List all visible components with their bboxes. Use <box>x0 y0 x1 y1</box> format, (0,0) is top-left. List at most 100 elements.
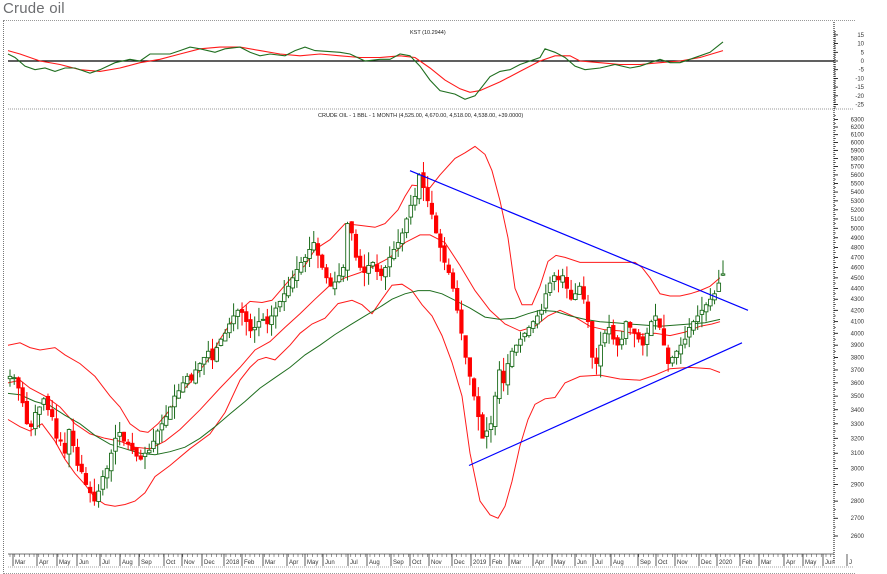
candle-up <box>155 430 160 445</box>
price-tick-label: 4000 <box>851 331 865 337</box>
month-label: Nov <box>184 560 195 566</box>
month-label: Dec <box>204 560 215 566</box>
candlesticks <box>7 162 726 508</box>
candle-down <box>564 277 569 289</box>
kst-tick-label: 0 <box>861 59 865 65</box>
candle-up <box>311 242 317 251</box>
price-tick-label: 3500 <box>851 394 865 400</box>
trendlines <box>409 170 749 467</box>
candle-up <box>197 363 203 371</box>
candle-up <box>168 406 173 420</box>
candle-up <box>260 318 266 321</box>
candle-down <box>374 264 380 272</box>
candle-up <box>416 174 422 200</box>
candle-up <box>100 476 106 490</box>
kst-title: KST (10.2944) <box>410 30 446 36</box>
month-label: Dec <box>454 560 465 566</box>
candle-up <box>488 423 494 431</box>
candle-down <box>353 233 359 258</box>
month-label: Jul <box>595 560 603 566</box>
candle-down <box>476 396 481 418</box>
candle-down <box>58 439 63 442</box>
candle-down <box>467 357 472 377</box>
candle-up <box>395 242 401 249</box>
month-label: Feb <box>492 560 503 566</box>
price-tick-label: 4600 <box>851 266 865 272</box>
candle-up <box>387 256 392 268</box>
candle-down <box>434 215 439 234</box>
candle-down <box>349 221 354 234</box>
kst-tick-label: -20 <box>855 94 864 100</box>
month-label: May <box>59 560 70 566</box>
candle-down <box>666 347 671 364</box>
candle-up <box>509 350 515 367</box>
price-tick-label: 5800 <box>851 156 865 162</box>
candle-up <box>341 267 346 277</box>
month-label: May <box>554 560 565 566</box>
candle-down <box>594 357 599 364</box>
month-label: Aug <box>613 560 624 566</box>
candle-up <box>151 440 156 449</box>
candle-down <box>446 264 451 273</box>
candle-up <box>703 304 709 313</box>
candle-up <box>206 350 211 359</box>
candle-up <box>674 350 679 359</box>
candle-down <box>244 311 249 322</box>
price-y-axis: 6300620061006000590058005700560055005400… <box>834 115 865 540</box>
price-tick-label: 4300 <box>851 297 865 303</box>
candle-down <box>24 400 29 425</box>
price-tick-label: 4800 <box>851 245 865 251</box>
candle-down <box>501 370 506 384</box>
candle-down <box>79 463 84 473</box>
candle-up <box>551 275 557 282</box>
candle-down <box>248 319 253 332</box>
candle-up <box>180 382 186 393</box>
candle-up <box>286 285 291 297</box>
candle-up <box>412 195 418 206</box>
month-label: Nov <box>677 560 688 566</box>
month-label: Jul <box>102 560 110 566</box>
candle-down <box>92 491 97 502</box>
month-label: 2020 <box>719 560 733 566</box>
candle-up <box>514 344 519 353</box>
candle-down <box>640 336 645 346</box>
month-label: Oct <box>412 560 422 566</box>
candle-up <box>172 395 177 408</box>
price-tick-label: 2900 <box>851 483 865 489</box>
candle-up <box>231 315 236 325</box>
month-label: Sep <box>640 560 651 566</box>
candle-up <box>109 452 114 472</box>
price-tick-label: 4200 <box>851 308 865 314</box>
price-panel: CRUDE OIL - 1 BBL - 1 MONTH (4,525.00, 4… <box>7 113 865 540</box>
candle-up <box>530 321 536 329</box>
candle-up <box>577 285 582 295</box>
candle-up <box>391 248 397 260</box>
candle-up <box>649 321 654 337</box>
candle-down <box>636 332 641 340</box>
candle-up <box>505 363 511 386</box>
candle-up <box>408 204 414 218</box>
candle-down <box>130 442 135 451</box>
month-label: Jun <box>79 560 89 566</box>
candle-up <box>303 256 308 262</box>
candle-down <box>459 309 464 334</box>
candle-up <box>492 395 498 427</box>
price-tick-label: 4700 <box>851 255 865 261</box>
month-label: Mar <box>265 560 275 566</box>
candle-down <box>657 318 662 328</box>
month-label: Sep <box>141 560 152 566</box>
month-label: Jun <box>325 560 335 566</box>
candle-up <box>484 430 489 437</box>
candle-up <box>142 452 148 458</box>
candle-up <box>543 293 549 309</box>
candle-down <box>83 473 89 485</box>
price-tick-label: 2600 <box>851 534 865 540</box>
candle-up <box>526 326 532 337</box>
candle-down <box>628 322 633 328</box>
candle-up <box>623 321 629 339</box>
month-label: Apr <box>786 560 795 566</box>
price-tick-label: 5700 <box>851 165 865 171</box>
candle-down <box>556 275 561 281</box>
candle-up <box>560 275 565 283</box>
upper-trendline <box>409 170 749 311</box>
